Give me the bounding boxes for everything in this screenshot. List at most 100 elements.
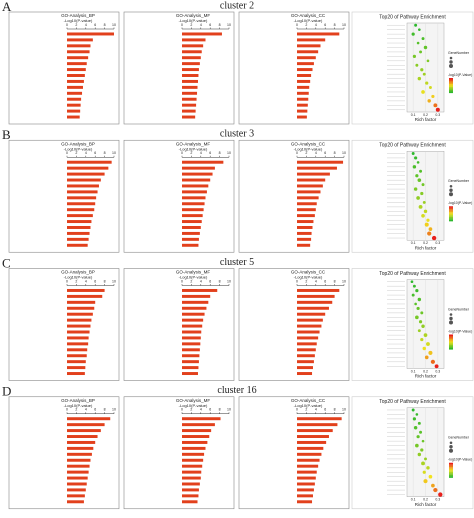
x-tick-label: 0.1 [411,113,416,117]
x-tick-label: 2 [75,279,77,283]
bar [67,488,86,492]
x-tick-label: 10 [342,279,346,283]
bar [297,85,310,89]
point [430,359,435,364]
point [419,430,423,434]
panel-title: cluster 5 [220,257,254,268]
chart-title: GO-Analysis_MF [176,13,211,18]
x-tick-label: 10 [227,279,231,283]
color-bar [449,464,453,466]
point [415,289,419,293]
bar [67,458,91,462]
point [421,183,425,187]
bar [182,44,204,48]
bar [182,423,215,427]
bar [297,360,314,364]
x-tick-label: 8 [334,23,336,27]
x-tick-label: 0.2 [423,241,428,245]
x-tick-label: 0.1 [411,498,416,502]
point [418,204,423,209]
bar [182,74,199,77]
x-tick-label: 4 [315,408,317,412]
bar [297,446,324,450]
point [415,63,419,67]
x-tick-label: 10 [112,279,116,283]
bar [182,452,205,456]
chart-title: Top20 of Pathway Enrichment [379,14,446,20]
bar [297,97,309,101]
point [438,492,443,497]
bar [67,470,89,474]
bar [182,500,198,504]
chart-title: GO-Analysis_BP [61,270,95,275]
panel-frame [123,139,235,253]
bar [67,500,84,504]
x-tick-label: 0.3 [435,498,440,502]
bar [297,115,307,119]
x-tick-label: 4 [315,23,317,27]
bar [297,423,338,427]
legend-title: GeneNumber [448,179,470,183]
point [435,107,440,112]
point [412,284,416,288]
bar [67,226,91,229]
point [415,315,419,320]
point [425,81,429,85]
point [424,355,429,360]
bar [67,208,95,212]
point [416,161,420,164]
x-tick-label: 2 [190,23,192,27]
legend-swatch [448,320,454,325]
bar [297,74,312,77]
x-tick-label: 0 [66,279,68,283]
point [417,452,422,457]
point [423,479,428,484]
bar [297,458,320,462]
x-axis-label: -Log10(P-value) [64,275,93,280]
x-axis-label: -Log10(P-value) [179,275,208,280]
panel-title: cluster 3 [220,129,254,140]
chart-title: GO-Analysis_BP [61,141,95,146]
x-axis-label: Rich factor [415,245,437,250]
legend-title: -log10(P-Value) [448,458,472,462]
bar [182,38,206,42]
point [416,435,420,439]
bar [182,482,200,486]
color-bar [449,210,453,213]
bar [67,372,85,376]
bar [297,32,340,36]
x-tick-label: 8 [104,279,106,283]
x-tick-label: 10 [227,23,231,27]
legend-swatch [449,184,453,188]
color-bar [449,216,453,219]
bar [297,318,323,322]
x-tick-label: 0.3 [435,241,440,245]
bar [182,429,212,433]
color-bar [449,78,453,80]
panel-title: cluster 2 [220,0,254,11]
color-bar [449,215,453,217]
point [426,59,430,63]
x-tick-label: 10 [227,408,231,412]
point [420,191,424,196]
color-bar [449,476,453,478]
point [418,320,423,324]
panel-frame [351,11,474,125]
panel-frame [238,268,350,381]
color-bar [449,345,453,347]
x-tick-label: 6 [94,408,96,412]
panel-letter: D [2,384,11,399]
bar [182,243,199,247]
point [411,293,415,297]
x-tick-label: 6 [94,23,96,27]
bar [182,458,204,462]
bar [297,91,309,95]
point [417,329,421,333]
bar [67,32,114,36]
x-axis-label: -Log10(P-value) [64,18,93,23]
bar [182,103,197,107]
bar [297,470,317,474]
bar [67,97,82,101]
bar [67,452,92,456]
bar [297,50,319,54]
